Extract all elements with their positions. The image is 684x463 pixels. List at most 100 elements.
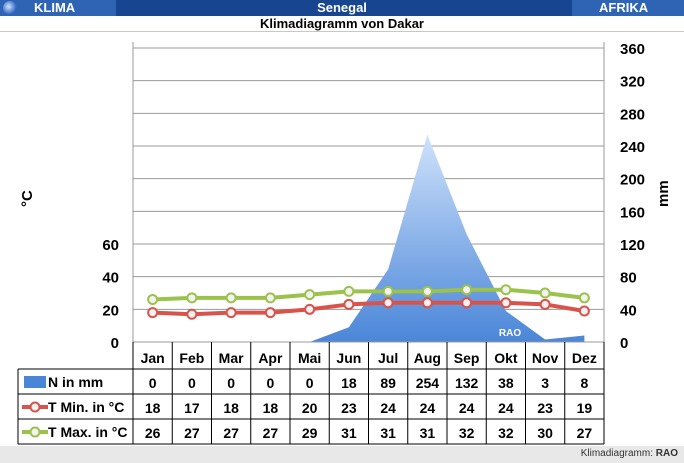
right-tick-label: 80: [620, 270, 637, 287]
tmax-point: [147, 294, 159, 306]
table-value: 0: [266, 375, 274, 391]
table-value: 18: [145, 400, 161, 416]
tmax-legend-marker: [29, 426, 41, 438]
header-right-band: [572, 0, 684, 16]
precipitation-area: [152, 134, 585, 342]
left-tick-label: 40: [102, 270, 119, 287]
table-value: 19: [577, 400, 593, 416]
month-label: Nov: [532, 350, 559, 366]
chart-subtitle: Klimadiagramm von Dakar: [0, 16, 684, 32]
table-value: 31: [380, 425, 396, 441]
right-tick-label: 320: [620, 74, 645, 91]
month-label: Jul: [378, 350, 398, 366]
table-value: 132: [455, 375, 479, 391]
tmax-point: [304, 289, 316, 301]
table-value: 8: [580, 375, 588, 391]
table-value: 30: [537, 425, 553, 441]
tmax-point: [421, 285, 433, 297]
table-value: 3: [541, 375, 549, 391]
right-tick-label: 240: [620, 139, 645, 156]
table-value: 32: [498, 425, 514, 441]
table-value: 24: [420, 400, 436, 416]
left-axis-title: °C: [19, 190, 36, 207]
credit-prefix: Klimadiagramm:: [580, 448, 653, 459]
tmax-point: [382, 285, 394, 297]
tmin-point: [264, 307, 276, 319]
table-value: 32: [459, 425, 475, 441]
left-tick-label: 20: [102, 302, 119, 319]
top-bar: KLIMA Senegal AFRIKA: [0, 0, 684, 16]
table-value: 254: [416, 375, 440, 391]
month-label: Mar: [219, 350, 244, 366]
legend-label: T Min. in °C: [48, 399, 124, 415]
table-value: 24: [380, 400, 396, 416]
footer-bar: Klimadiagramm: RAO: [0, 446, 684, 463]
month-label: Mai: [298, 350, 321, 366]
tmin-point: [225, 307, 237, 319]
rao-watermark: RAO: [499, 328, 521, 339]
tmax-point: [461, 284, 473, 296]
table-value: 27: [263, 425, 279, 441]
table-value: 27: [223, 425, 239, 441]
month-label: Jun: [336, 350, 361, 366]
table-value: 0: [227, 375, 235, 391]
header-left-band: [0, 0, 116, 16]
country-title: Senegal: [317, 0, 367, 15]
tmin-point: [147, 307, 159, 319]
tmax-point: [186, 292, 198, 304]
table-value: 29: [302, 425, 318, 441]
table-value: 31: [341, 425, 357, 441]
tmin-point: [461, 297, 473, 309]
right-tick-label: 0: [620, 335, 628, 352]
left-tick-label: 0: [111, 335, 119, 352]
klima-link[interactable]: KLIMA: [34, 0, 76, 15]
right-tick-label: 360: [620, 41, 645, 58]
table-value: 27: [184, 425, 200, 441]
month-label: Sep: [454, 350, 480, 366]
month-label: Aug: [414, 350, 441, 366]
tmin-point: [382, 297, 394, 309]
month-label: Okt: [494, 350, 518, 366]
tmax-point: [578, 292, 590, 304]
table-value: 27: [577, 425, 593, 441]
tmin-point: [186, 308, 198, 320]
tmax-point: [539, 287, 551, 299]
region-link[interactable]: AFRIKA: [599, 0, 649, 15]
table-value: 23: [341, 400, 357, 416]
month-label: Feb: [179, 350, 204, 366]
right-tick-label: 40: [620, 302, 637, 319]
table-value: 23: [537, 400, 553, 416]
table-value: 31: [420, 425, 436, 441]
table-value: 24: [459, 400, 475, 416]
tmax-line: [152, 287, 585, 302]
right-tick-label: 280: [620, 106, 645, 123]
table-value: 20: [302, 400, 318, 416]
tmin-point: [343, 298, 355, 310]
tmin-point: [500, 297, 512, 309]
legend-label: T Max. in °C: [48, 424, 128, 440]
precip-legend-key: [24, 376, 46, 388]
left-tick-label: 60: [102, 237, 119, 254]
table-value: 89: [380, 375, 396, 391]
tmin-legend-marker: [29, 401, 41, 413]
tmax-point: [343, 285, 355, 297]
table-value: 18: [341, 375, 357, 391]
table-value: 38: [498, 375, 514, 391]
globe-icon: [3, 1, 17, 15]
right-tick-label: 160: [620, 204, 645, 221]
right-tick-label: 120: [620, 237, 645, 254]
tmin-point: [304, 303, 316, 315]
tmax-point: [225, 292, 237, 304]
table-value: 0: [149, 375, 157, 391]
legend-label: N in mm: [48, 374, 103, 390]
table-value: 18: [223, 400, 239, 416]
tmin-line: [152, 300, 585, 317]
right-axis-title: mm: [655, 180, 672, 207]
tmax-point: [500, 284, 512, 296]
table-value: 24: [498, 400, 514, 416]
month-label: Jan: [141, 350, 165, 366]
table-value: 0: [188, 375, 196, 391]
chart-credit: Klimadiagramm: RAO: [581, 448, 678, 459]
header-center-band: [116, 0, 572, 16]
table-value: 26: [145, 425, 161, 441]
